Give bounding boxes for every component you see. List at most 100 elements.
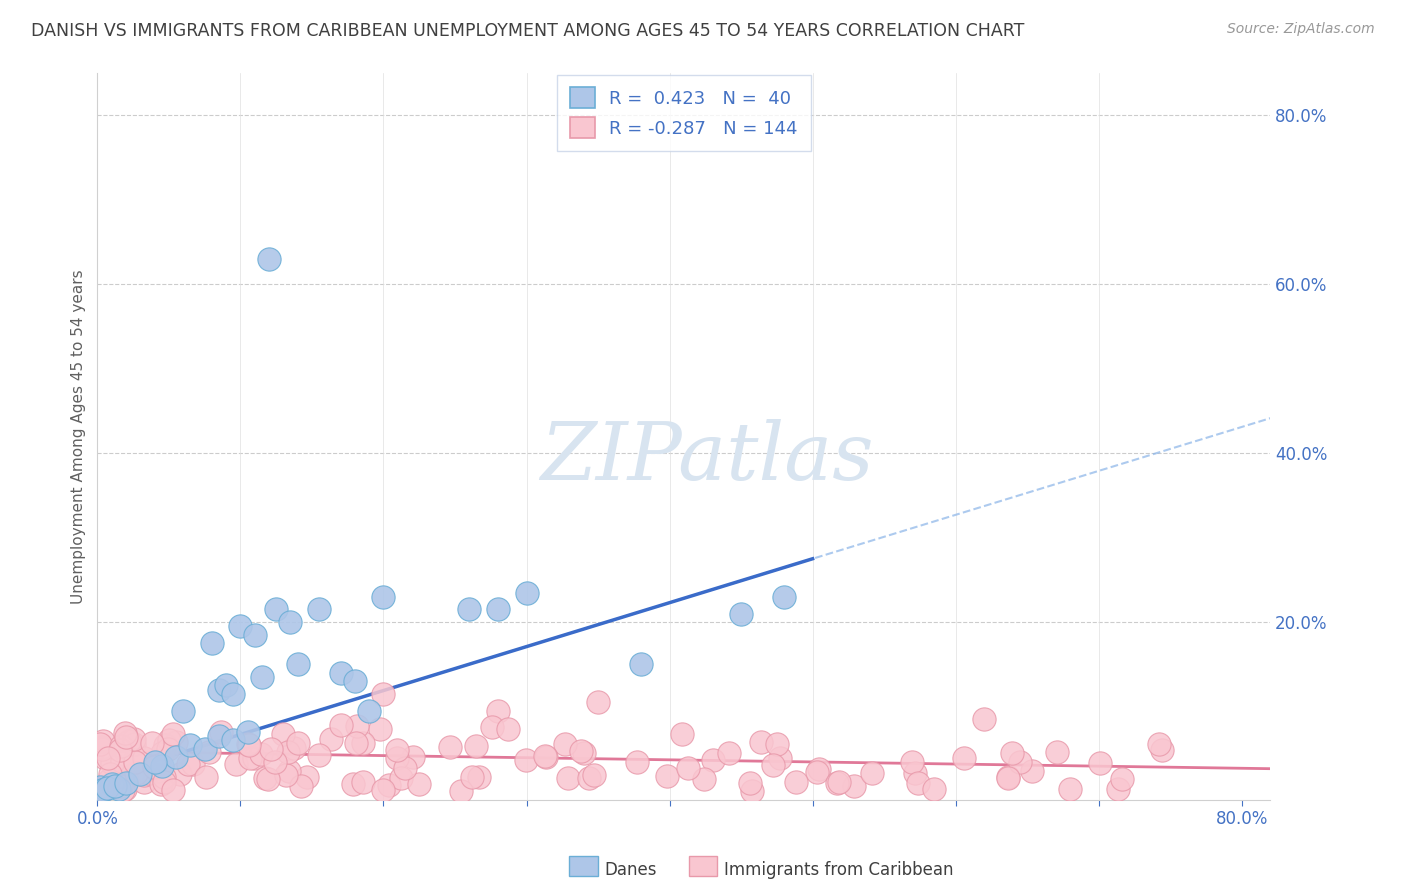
Point xyxy=(373,590,395,604)
Point xyxy=(907,776,929,790)
Point xyxy=(169,767,191,781)
Point xyxy=(142,760,165,774)
Point xyxy=(730,607,752,621)
Point xyxy=(215,678,238,692)
Point xyxy=(257,772,280,787)
Point xyxy=(132,775,155,789)
Point xyxy=(486,704,509,718)
Point xyxy=(179,738,201,752)
Point xyxy=(222,733,245,747)
Point xyxy=(368,722,391,736)
Point xyxy=(141,736,163,750)
Point xyxy=(924,782,946,797)
Point xyxy=(973,712,995,726)
Point xyxy=(153,770,176,784)
Point xyxy=(389,771,412,785)
Point xyxy=(330,718,353,732)
Point xyxy=(1001,746,1024,760)
Point xyxy=(136,766,159,780)
Point xyxy=(115,775,138,789)
Point xyxy=(243,751,266,765)
Point xyxy=(385,743,408,757)
Point xyxy=(125,766,148,780)
Point xyxy=(676,761,699,775)
Point xyxy=(319,731,342,746)
Point xyxy=(89,737,111,751)
Point xyxy=(387,751,409,765)
Point xyxy=(626,756,648,770)
Point xyxy=(236,737,259,751)
Point xyxy=(165,750,187,764)
Point xyxy=(110,739,132,754)
Point xyxy=(762,757,785,772)
Point xyxy=(693,772,716,786)
Text: DANISH VS IMMIGRANTS FROM CARIBBEAN UNEMPLOYMENT AMONG AGES 45 TO 54 YEARS CORRE: DANISH VS IMMIGRANTS FROM CARIBBEAN UNEM… xyxy=(31,22,1025,40)
Point xyxy=(534,749,557,764)
Point xyxy=(740,776,762,790)
Point xyxy=(344,736,367,750)
Point xyxy=(100,767,122,781)
Point xyxy=(122,753,145,767)
Point xyxy=(554,737,576,751)
Point xyxy=(717,747,740,761)
Point xyxy=(141,760,163,774)
Point xyxy=(111,783,134,797)
Point xyxy=(997,770,1019,784)
Point xyxy=(236,725,259,739)
Point xyxy=(394,761,416,775)
Point xyxy=(156,742,179,756)
Point xyxy=(842,779,865,793)
Point xyxy=(181,757,204,772)
Point xyxy=(1147,737,1170,751)
Point xyxy=(153,738,176,752)
Point xyxy=(785,775,807,789)
Point xyxy=(458,602,481,616)
Point xyxy=(250,747,273,761)
Point xyxy=(96,780,118,795)
Point xyxy=(195,770,218,784)
Point xyxy=(150,758,173,772)
Point xyxy=(498,722,520,736)
Point xyxy=(515,585,537,599)
Point xyxy=(569,744,592,758)
Point xyxy=(277,745,299,759)
Point xyxy=(773,590,796,604)
Point xyxy=(578,771,600,785)
Text: Immigrants from Caribbean: Immigrants from Caribbean xyxy=(724,861,953,879)
Point xyxy=(177,757,200,772)
Point xyxy=(352,736,374,750)
Point xyxy=(295,771,318,785)
Point xyxy=(1010,755,1032,769)
Point xyxy=(808,762,831,776)
Point xyxy=(557,771,579,785)
Point xyxy=(150,747,173,761)
Point xyxy=(209,724,232,739)
Point xyxy=(583,768,606,782)
Point xyxy=(150,777,173,791)
Point xyxy=(121,767,143,781)
Point xyxy=(91,782,114,797)
Point xyxy=(208,729,231,743)
Point xyxy=(98,773,121,788)
Point xyxy=(630,657,652,672)
Point xyxy=(900,755,922,769)
Point xyxy=(201,636,224,650)
Point xyxy=(1046,745,1069,759)
Point xyxy=(749,735,772,749)
Point xyxy=(100,777,122,791)
Point xyxy=(243,628,266,642)
Point xyxy=(208,682,231,697)
Point xyxy=(129,767,152,781)
Point xyxy=(1021,764,1043,778)
Point xyxy=(904,766,927,780)
Point xyxy=(91,739,114,754)
Point xyxy=(280,615,302,629)
Point xyxy=(152,775,174,789)
Point xyxy=(198,745,221,759)
Point xyxy=(143,755,166,769)
Point xyxy=(157,733,180,747)
Point xyxy=(702,753,724,767)
Point xyxy=(194,742,217,756)
Point xyxy=(110,779,132,793)
Point xyxy=(90,783,112,797)
